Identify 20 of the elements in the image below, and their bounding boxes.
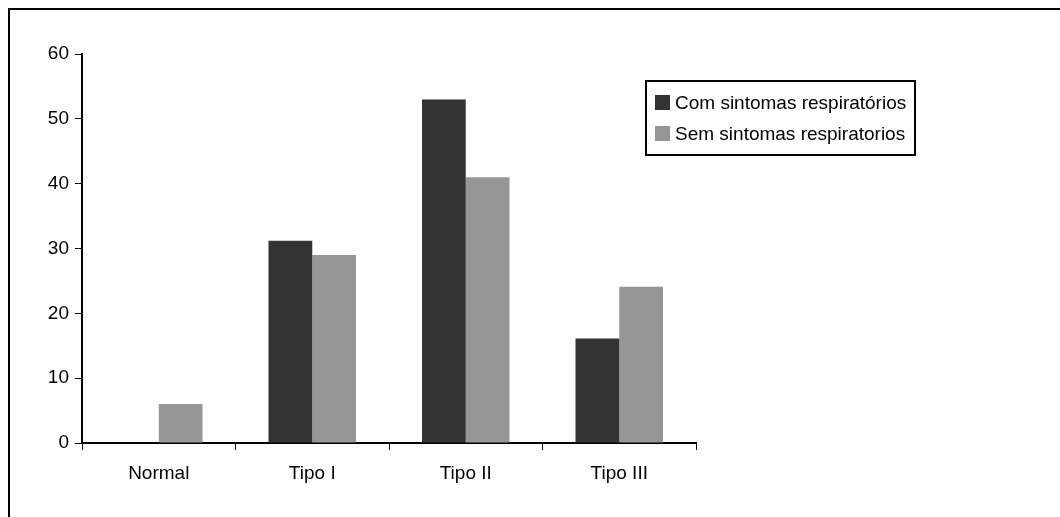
- x-tick-label: Tipo I: [288, 461, 336, 483]
- bar: [312, 254, 356, 443]
- bar: [465, 177, 510, 443]
- y-tick-label: 10: [47, 366, 69, 388]
- bar: [158, 404, 203, 443]
- x-tick-label: Normal: [128, 461, 190, 483]
- legend-label: Sem sintomas respiratorios: [674, 121, 907, 146]
- y-tick-label: 20: [47, 301, 69, 323]
- bar: [619, 286, 663, 443]
- bar: [575, 338, 620, 443]
- y-tick-label: 60: [47, 42, 69, 64]
- x-tick-label: Tipo III: [590, 461, 648, 483]
- y-tick-label: 0: [58, 431, 69, 453]
- y-tick-label: 50: [47, 107, 69, 129]
- y-tick-label: 30: [47, 236, 69, 258]
- bar: [422, 99, 466, 443]
- x-tick-label: Tipo II: [439, 461, 492, 483]
- legend-label: Com sintomas respiratórios: [674, 90, 907, 115]
- y-tick-label: 40: [47, 171, 69, 193]
- bar: [268, 240, 313, 443]
